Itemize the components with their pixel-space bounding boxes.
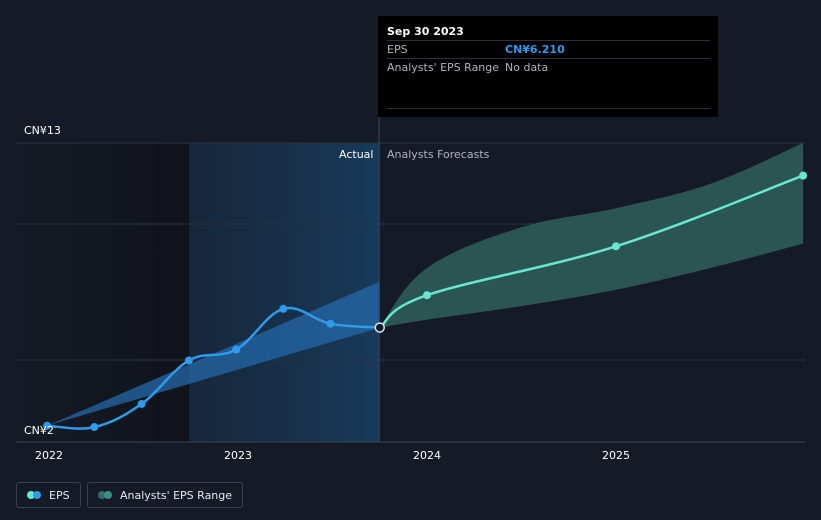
eps-lines (45, 174, 805, 430)
x-tick-2024: 2024 (413, 449, 441, 462)
tooltip-row-range: Analysts' EPS Range No data (387, 58, 710, 76)
eps-point-actual-4 (232, 345, 241, 354)
hover-tooltip: Sep 30 2023 EPS CN¥6.210 Analysts' EPS R… (378, 16, 718, 117)
range-bands (47, 143, 804, 426)
range-legend-icon (98, 491, 112, 499)
tooltip-eps-label: EPS (387, 43, 408, 56)
eps-point-actual-1 (90, 423, 99, 432)
legend-analysts-range[interactable]: Analysts' EPS Range (87, 482, 244, 508)
eps-legend-icon (27, 491, 41, 499)
tooltip-row-eps: EPS CN¥6.210 (387, 40, 710, 58)
analyst-eps-range-band (379, 143, 804, 328)
eps-points (43, 171, 808, 432)
past-shade-region (16, 143, 189, 442)
eps-point-actual-6 (326, 319, 335, 328)
eps-point-actual-0 (43, 421, 52, 430)
eps-line-actual (45, 306, 382, 430)
tooltip-divider (387, 108, 710, 109)
tooltip-eps-value: CN¥6.210 (505, 43, 565, 56)
x-tick-2023: 2023 (224, 449, 252, 462)
legend-eps[interactable]: EPS (16, 482, 81, 508)
x-tick-2025: 2025 (602, 449, 630, 462)
eps-point-forecast-3 (799, 171, 808, 180)
tooltip-range-label: Analysts' EPS Range (387, 61, 500, 74)
actual-section-label: Actual (339, 148, 374, 161)
tooltip-date: Sep 30 2023 (387, 25, 464, 38)
eps-line-forecast (378, 174, 805, 329)
actual-shade-region (189, 143, 379, 442)
legend-range-label: Analysts' EPS Range (120, 488, 233, 502)
eps-point-actual-2 (137, 399, 146, 408)
x-tick-2022: 2022 (35, 449, 63, 462)
eps-point-actual-3 (184, 356, 193, 365)
eps-point-forecast-1 (423, 291, 431, 300)
eps-point-actual-5 (279, 304, 288, 313)
legend-eps-label: EPS (49, 488, 70, 502)
eps-point-forecast-2 (612, 242, 620, 251)
forecast-section-label: Analysts Forecasts (387, 148, 490, 161)
tooltip-range-value: No data (505, 61, 549, 74)
eps-highlight-point (374, 322, 385, 333)
y-axis-top-label: CN¥13 (24, 124, 61, 137)
y-axis-bottom-label: CN¥2 (24, 424, 54, 437)
